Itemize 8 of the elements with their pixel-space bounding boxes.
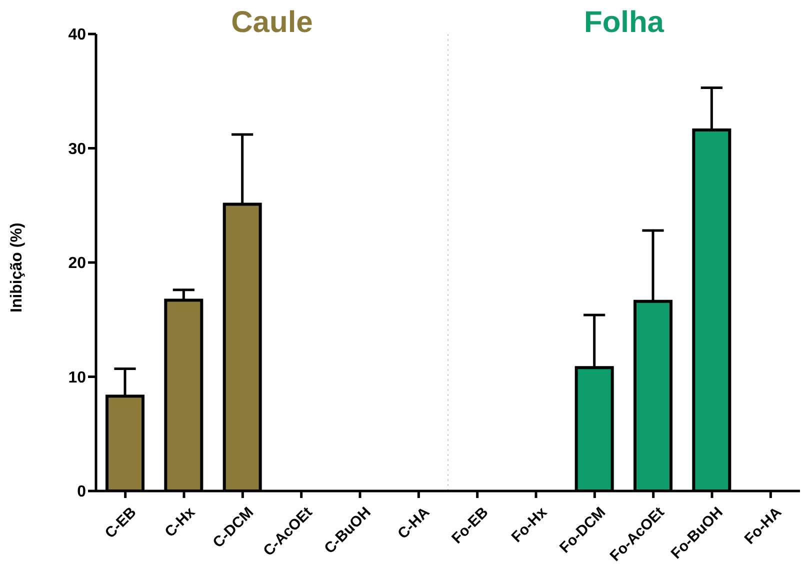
text: Caule: [231, 6, 313, 39]
y-tick-label: 20: [68, 255, 86, 272]
y-tick-label: 40: [68, 26, 86, 44]
y-tick-label: 10: [68, 369, 86, 386]
y-tick-label: 30: [68, 140, 86, 158]
y-tick-label: 0: [77, 484, 86, 501]
y-axis-title: Inibição (%): [8, 222, 26, 312]
text: Folha: [584, 6, 664, 39]
